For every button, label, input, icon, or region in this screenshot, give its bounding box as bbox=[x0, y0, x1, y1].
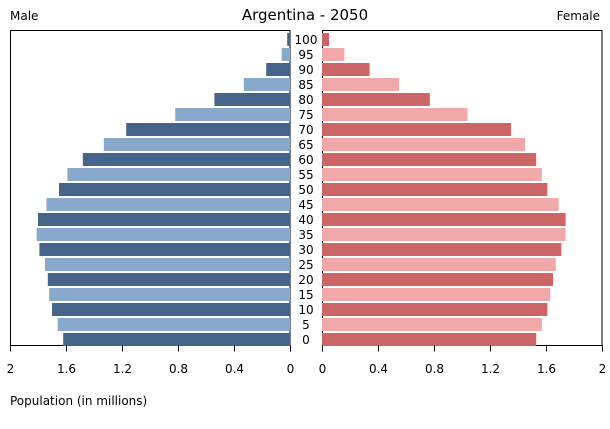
male-x-tick-label: 1.2 bbox=[113, 362, 132, 376]
male-label: Male bbox=[10, 9, 38, 23]
age-label-20: 20 bbox=[298, 273, 313, 287]
age-label-75: 75 bbox=[298, 108, 313, 122]
age-label-80: 80 bbox=[298, 93, 313, 107]
female-x-tick-label: 1.2 bbox=[481, 362, 500, 376]
chart-title: Argentina - 2050 bbox=[242, 6, 368, 24]
male-bar-55 bbox=[67, 168, 291, 181]
female-bar-85 bbox=[322, 78, 399, 91]
male-bar-25 bbox=[45, 258, 290, 271]
female-bar-50 bbox=[322, 183, 548, 196]
female-x-tick-label: 2 bbox=[599, 362, 607, 376]
male-bar-20 bbox=[47, 273, 290, 286]
age-label-65: 65 bbox=[298, 138, 313, 152]
male-bar-30 bbox=[39, 243, 291, 256]
male-bar-35 bbox=[36, 228, 290, 241]
male-bar-45 bbox=[46, 198, 291, 211]
age-label-25: 25 bbox=[298, 258, 313, 272]
male-bar-15 bbox=[49, 288, 291, 301]
male-x-tick-label: 1.6 bbox=[57, 362, 76, 376]
female-bar-0 bbox=[322, 333, 537, 346]
x-axis-label: Population (in millions) bbox=[10, 394, 147, 408]
male-x-tick-label: 0 bbox=[287, 362, 295, 376]
age-label-95: 95 bbox=[298, 48, 313, 62]
female-x-tick-label: 0.4 bbox=[369, 362, 388, 376]
female-bar-80 bbox=[322, 93, 430, 106]
female-x-tick-label: 0 bbox=[319, 362, 327, 376]
age-label-10: 10 bbox=[298, 303, 313, 317]
male-bar-85 bbox=[243, 78, 290, 91]
male-bar-65 bbox=[103, 138, 290, 151]
age-label-70: 70 bbox=[298, 123, 313, 137]
male-bar-95 bbox=[281, 48, 290, 61]
female-bar-15 bbox=[322, 288, 551, 301]
male-bar-100 bbox=[287, 33, 290, 46]
female-bar-30 bbox=[322, 243, 562, 256]
female-bar-90 bbox=[322, 63, 370, 76]
age-label-60: 60 bbox=[298, 153, 313, 167]
female-bar-10 bbox=[322, 303, 548, 316]
age-label-35: 35 bbox=[298, 228, 313, 242]
female-bar-60 bbox=[322, 153, 537, 166]
female-bar-70 bbox=[322, 123, 511, 136]
female-bar-45 bbox=[322, 198, 559, 211]
female-bar-100 bbox=[322, 33, 329, 46]
male-bar-40 bbox=[38, 213, 290, 226]
female-x-tick-label: 0.8 bbox=[425, 362, 444, 376]
age-label-100: 100 bbox=[295, 33, 318, 47]
female-bar-40 bbox=[322, 213, 566, 226]
female-bar-65 bbox=[322, 138, 525, 151]
age-label-0: 0 bbox=[302, 333, 310, 347]
age-label-90: 90 bbox=[298, 63, 313, 77]
male-bar-70 bbox=[126, 123, 290, 136]
age-label-50: 50 bbox=[298, 183, 313, 197]
male-bar-10 bbox=[52, 303, 290, 316]
female-bar-35 bbox=[322, 228, 566, 241]
female-label: Female bbox=[557, 9, 600, 23]
female-bar-20 bbox=[322, 273, 553, 286]
age-label-40: 40 bbox=[298, 213, 313, 227]
age-label-85: 85 bbox=[298, 78, 313, 92]
age-label-45: 45 bbox=[298, 198, 313, 212]
female-bar-5 bbox=[322, 318, 542, 331]
female-bar-95 bbox=[322, 48, 345, 61]
age-label-30: 30 bbox=[298, 243, 313, 257]
male-bar-0 bbox=[63, 333, 291, 346]
male-bar-75 bbox=[175, 108, 290, 121]
age-label-5: 5 bbox=[302, 318, 310, 332]
male-bar-90 bbox=[266, 63, 290, 76]
female-bar-55 bbox=[322, 168, 542, 181]
male-x-tick-label: 2 bbox=[7, 362, 15, 376]
age-label-15: 15 bbox=[298, 288, 313, 302]
male-bar-60 bbox=[82, 153, 290, 166]
male-bar-80 bbox=[214, 93, 290, 106]
male-bar-50 bbox=[59, 183, 290, 196]
male-x-tick-label: 0.4 bbox=[225, 362, 244, 376]
age-label-55: 55 bbox=[298, 168, 313, 182]
female-x-tick-label: 1.6 bbox=[537, 362, 556, 376]
male-x-tick-label: 0.8 bbox=[169, 362, 188, 376]
female-bar-25 bbox=[322, 258, 556, 271]
male-bar-5 bbox=[57, 318, 290, 331]
female-bar-75 bbox=[322, 108, 468, 121]
